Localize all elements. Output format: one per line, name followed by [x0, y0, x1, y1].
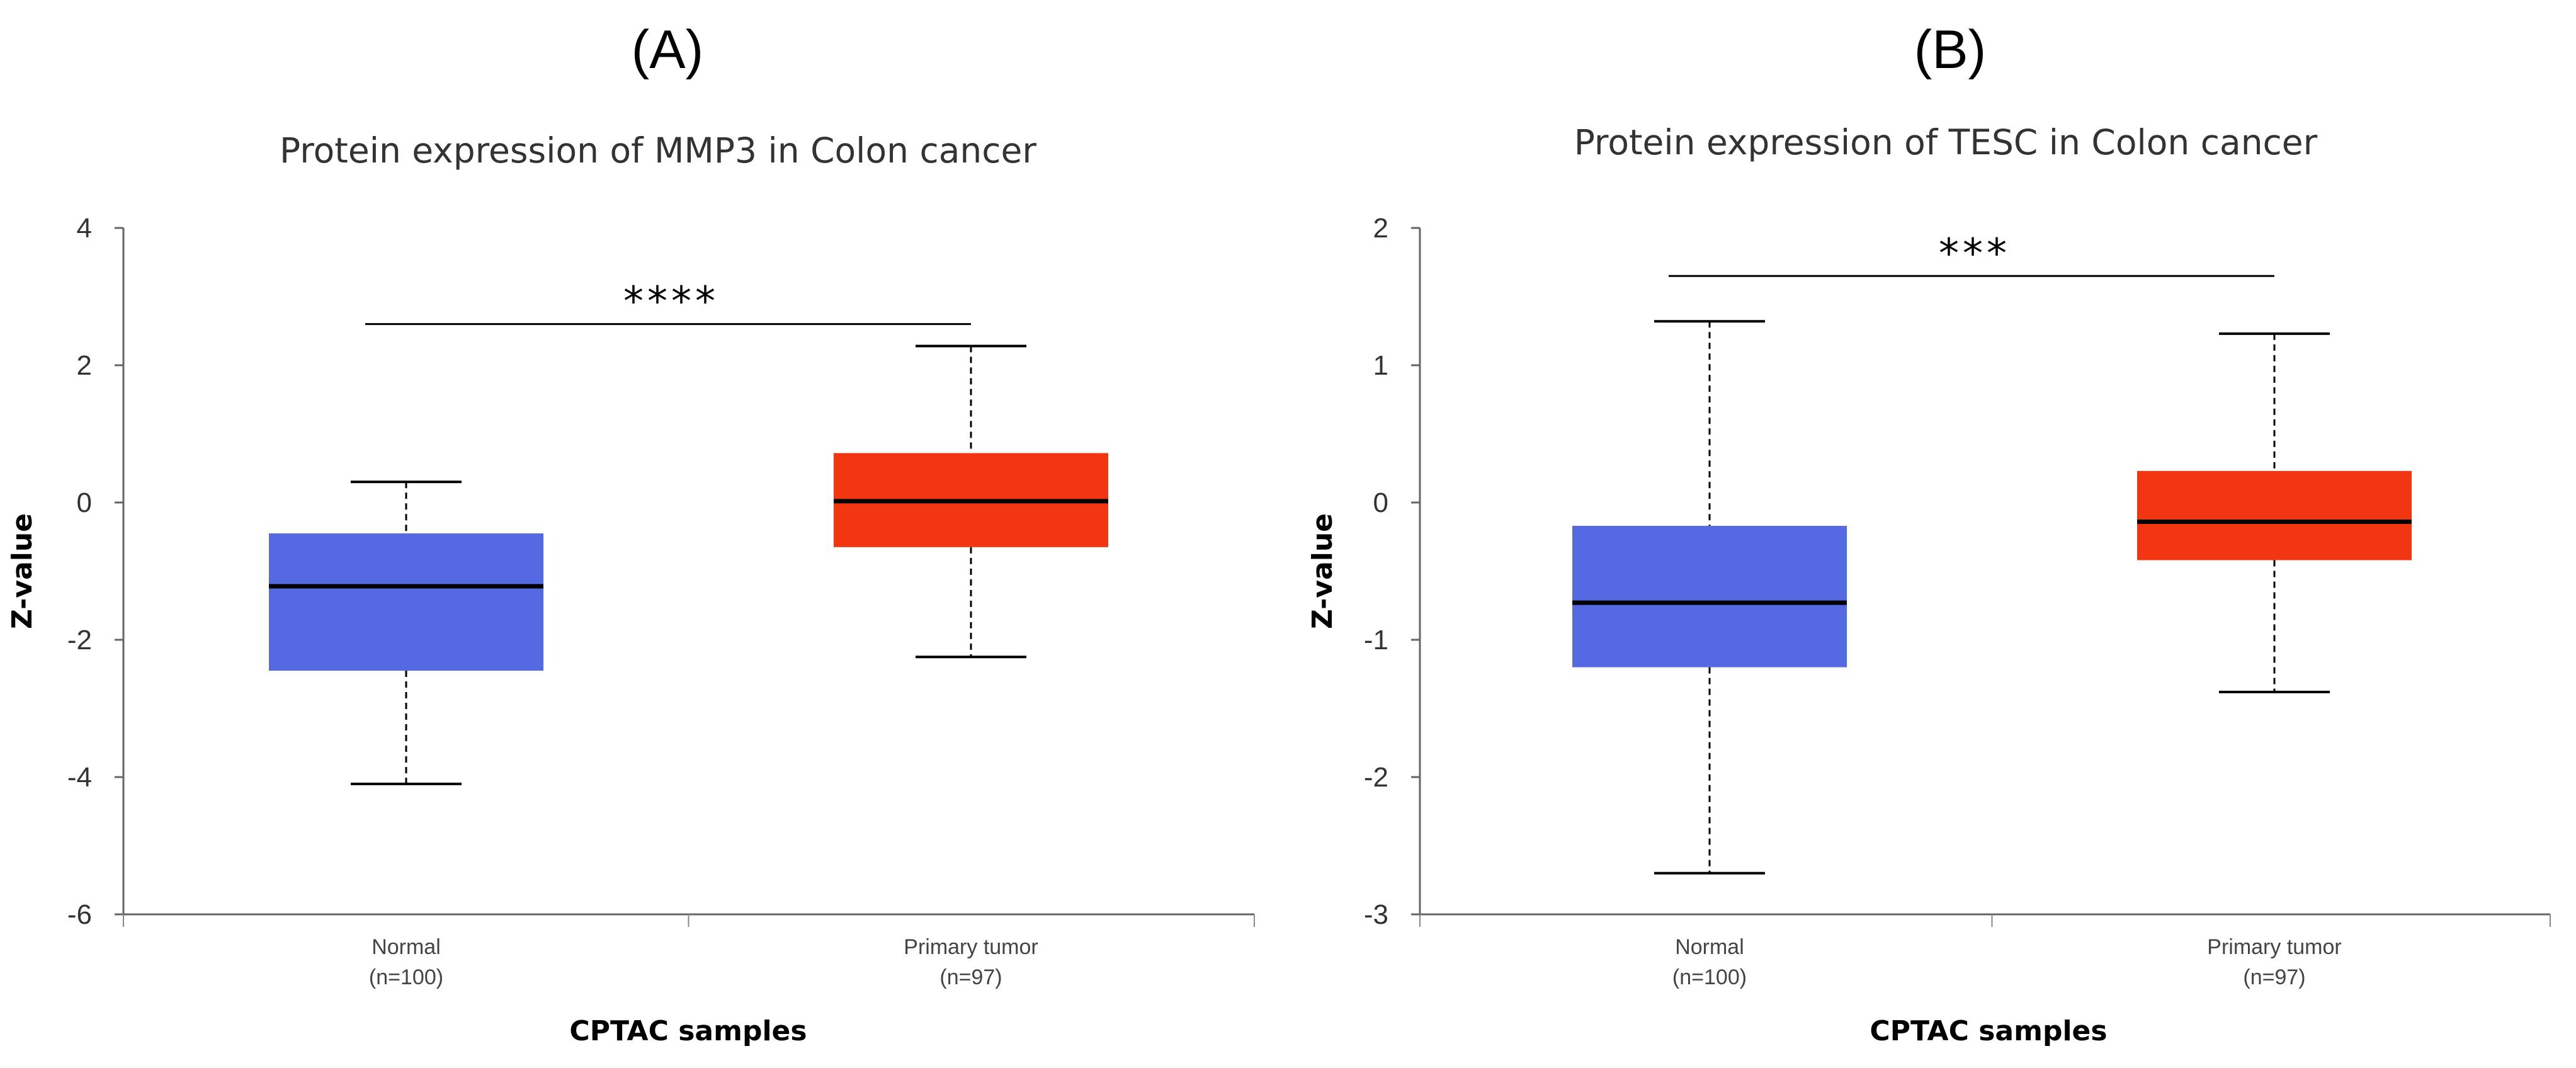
- y-tick-label: -3: [1364, 899, 1388, 930]
- panel-label: (A): [632, 20, 704, 80]
- y-tick-label: -4: [67, 762, 92, 793]
- category-label: Normal: [372, 935, 441, 959]
- box-iqr: [2137, 470, 2412, 560]
- y-axis-label: Z-value: [1307, 513, 1339, 629]
- y-axis-label: Z-value: [6, 513, 38, 629]
- chart-title: Protein expression of MMP3 in Colon canc…: [280, 130, 1036, 171]
- box-group-1: [834, 344, 1108, 659]
- y-tick-label: -1: [1364, 625, 1388, 656]
- category-n-label: (n=97): [939, 965, 1002, 989]
- significance-stars: ***: [1939, 230, 2011, 277]
- chart-title: Protein expression of TESC in Colon canc…: [1574, 122, 2318, 162]
- panel-b: (B) Protein expression of TESC in Colon c…: [1307, 20, 2551, 1047]
- significance-stars: ****: [623, 279, 719, 326]
- box-iqr: [269, 533, 543, 671]
- category-label: Primary tumor: [904, 935, 1038, 959]
- y-tick-label: -6: [67, 899, 92, 930]
- category-n-label: (n=97): [2243, 965, 2305, 989]
- category-label: Normal: [1675, 935, 1744, 959]
- box-group-0: [269, 480, 543, 785]
- x-axis-label: CPTAC samples: [1870, 1015, 2107, 1047]
- box-iqr: [1572, 526, 1847, 668]
- y-tick-label: 4: [77, 213, 92, 244]
- y-tick-label: 2: [1373, 213, 1388, 244]
- x-axis-label: CPTAC samples: [569, 1015, 807, 1047]
- box-group-1: [2137, 332, 2412, 693]
- y-tick-label: 0: [77, 487, 92, 518]
- box-group-0: [1572, 320, 1847, 875]
- category-n-label: (n=100): [1672, 965, 1747, 989]
- category-label: Primary tumor: [2207, 935, 2341, 959]
- panel-a: (A) Protein expression of MMP3 in Colon c…: [6, 20, 1255, 1047]
- y-tick-label: 1: [1373, 350, 1388, 381]
- category-n-label: (n=100): [369, 965, 443, 989]
- panel-label: (B): [1914, 20, 1987, 80]
- y-tick-label: -2: [67, 625, 92, 656]
- y-tick-label: 0: [1373, 487, 1388, 518]
- y-tick-label: 2: [77, 350, 92, 381]
- y-tick-label: -2: [1364, 762, 1388, 793]
